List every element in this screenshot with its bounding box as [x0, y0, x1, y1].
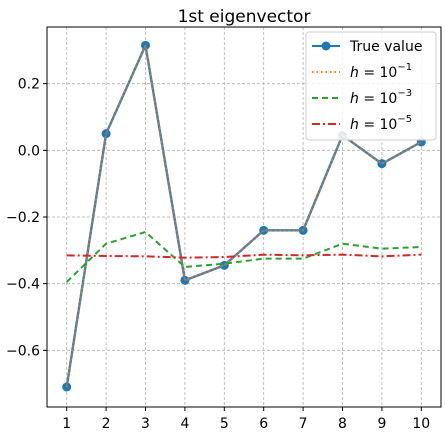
x-tick-label: 7 [299, 416, 308, 432]
y-tick-label: 0.0 [18, 143, 40, 159]
y-tick-label: −0.6 [6, 343, 40, 359]
y-tick-label: −0.2 [6, 210, 40, 226]
x-tick-label: 3 [141, 416, 150, 432]
x-tick-label: 6 [259, 416, 268, 432]
series-line [66, 253, 422, 259]
legend-box [305, 31, 437, 141]
x-tick-label: 9 [377, 416, 386, 432]
series-line [66, 230, 422, 283]
x-tick-label: 1 [62, 416, 71, 432]
y-tick-label: 0.2 [18, 77, 40, 93]
x-tick-label: 10 [412, 416, 430, 432]
overlay-line [65, 42, 422, 388]
legend-label: h = 10−5 [350, 114, 412, 133]
chart-title: 1st eigenvector [178, 7, 311, 27]
axes: 1 2 3 4 5 6 7 8 9 10 0.2 0.0 −0.2 −0.4 −0.6 [6, 77, 430, 432]
grid [47, 27, 441, 407]
legend: True value h = 10−1 h = 10−3 h = 10−5 [305, 31, 437, 141]
y-tick-label: −0.4 [6, 277, 40, 293]
x-tick-label: 2 [102, 416, 111, 432]
legend-marker [321, 41, 331, 51]
x-tick-label: 8 [338, 416, 347, 432]
x-tick-label: 5 [220, 416, 229, 432]
legend-label: h = 10−1 [350, 62, 412, 81]
x-tick-label: 4 [180, 416, 189, 432]
legend-label: h = 10−3 [350, 88, 412, 107]
legend-label: True value [349, 39, 422, 55]
